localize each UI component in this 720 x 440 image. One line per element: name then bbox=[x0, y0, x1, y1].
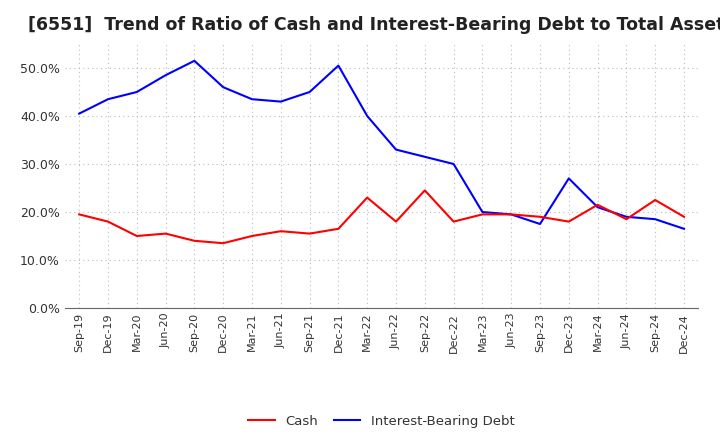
Cash bbox=[248, 233, 256, 238]
Cash bbox=[363, 195, 372, 200]
Cash bbox=[132, 233, 141, 238]
Interest-Bearing Debt bbox=[680, 226, 688, 231]
Cash bbox=[219, 241, 228, 246]
Cash bbox=[161, 231, 170, 236]
Interest-Bearing Debt bbox=[248, 96, 256, 102]
Cash bbox=[449, 219, 458, 224]
Interest-Bearing Debt bbox=[305, 89, 314, 95]
Cash bbox=[593, 202, 602, 207]
Interest-Bearing Debt bbox=[276, 99, 285, 104]
Interest-Bearing Debt bbox=[334, 63, 343, 68]
Interest-Bearing Debt bbox=[392, 147, 400, 152]
Interest-Bearing Debt bbox=[449, 161, 458, 167]
Cash bbox=[507, 212, 516, 217]
Interest-Bearing Debt bbox=[161, 73, 170, 78]
Cash bbox=[622, 216, 631, 222]
Cash bbox=[75, 212, 84, 217]
Interest-Bearing Debt bbox=[507, 212, 516, 217]
Interest-Bearing Debt bbox=[651, 216, 660, 222]
Cash bbox=[420, 188, 429, 193]
Interest-Bearing Debt bbox=[593, 205, 602, 210]
Interest-Bearing Debt bbox=[132, 89, 141, 95]
Cash bbox=[104, 219, 112, 224]
Line: Cash: Cash bbox=[79, 191, 684, 243]
Title: [6551]  Trend of Ratio of Cash and Interest-Bearing Debt to Total Assets: [6551] Trend of Ratio of Cash and Intere… bbox=[28, 16, 720, 34]
Cash bbox=[478, 212, 487, 217]
Line: Interest-Bearing Debt: Interest-Bearing Debt bbox=[79, 61, 684, 229]
Interest-Bearing Debt bbox=[478, 209, 487, 215]
Interest-Bearing Debt bbox=[536, 221, 544, 227]
Cash bbox=[392, 219, 400, 224]
Cash bbox=[680, 214, 688, 220]
Interest-Bearing Debt bbox=[622, 214, 631, 220]
Cash bbox=[334, 226, 343, 231]
Interest-Bearing Debt bbox=[363, 114, 372, 119]
Interest-Bearing Debt bbox=[564, 176, 573, 181]
Cash bbox=[276, 228, 285, 234]
Interest-Bearing Debt bbox=[104, 96, 112, 102]
Interest-Bearing Debt bbox=[420, 154, 429, 159]
Interest-Bearing Debt bbox=[190, 58, 199, 63]
Cash bbox=[536, 214, 544, 220]
Legend: Cash, Interest-Bearing Debt: Cash, Interest-Bearing Debt bbox=[248, 415, 515, 428]
Interest-Bearing Debt bbox=[75, 111, 84, 116]
Cash bbox=[190, 238, 199, 243]
Cash bbox=[564, 219, 573, 224]
Interest-Bearing Debt bbox=[219, 84, 228, 90]
Cash bbox=[305, 231, 314, 236]
Cash bbox=[651, 198, 660, 203]
